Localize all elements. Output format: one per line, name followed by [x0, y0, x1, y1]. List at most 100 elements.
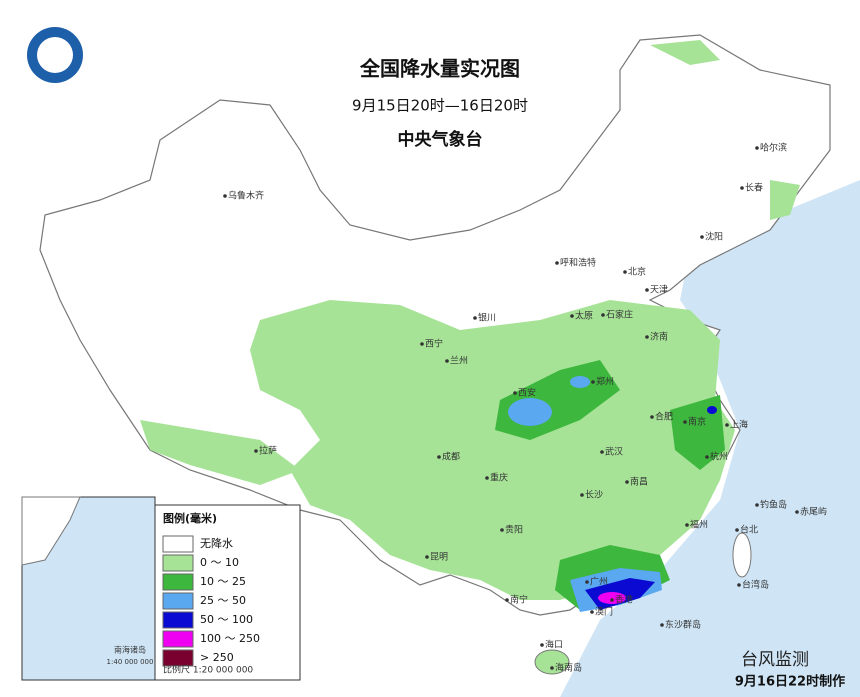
city-dot — [601, 313, 605, 317]
agency: 中央气象台 — [398, 129, 483, 150]
city-label: 上海 — [730, 419, 748, 431]
city-dot — [705, 455, 709, 459]
legend-label: 50 ～ 100 — [200, 613, 253, 626]
city-label: 重庆 — [490, 472, 508, 484]
legend-title: 图例(毫米) — [163, 511, 217, 525]
legend-label: 25 ～ 50 — [200, 594, 246, 607]
city-label: 拉萨 — [259, 445, 277, 457]
city-dot — [700, 235, 704, 239]
city-label: 杭州 — [710, 451, 728, 463]
sea — [560, 180, 860, 697]
legend-label: > 250 — [200, 651, 234, 664]
city-label: 广州 — [590, 576, 608, 588]
city-dot — [505, 598, 509, 602]
city-label: 南京 — [688, 416, 706, 428]
city-label: 郑州 — [596, 376, 614, 388]
city-label: 乌鲁木齐 — [228, 190, 264, 202]
city-label: 钓鱼岛 — [760, 499, 787, 511]
city-label: 澳门 — [595, 606, 613, 618]
city-dot — [755, 146, 759, 150]
city-dot — [580, 493, 584, 497]
city-dot — [425, 555, 429, 559]
city-label: 哈尔滨 — [760, 142, 787, 154]
city-dot — [555, 261, 559, 265]
city-label: 东沙群岛 — [665, 619, 701, 631]
city-dot — [513, 391, 517, 395]
city-dot — [473, 316, 477, 320]
city-label: 台北 — [740, 524, 758, 536]
rain-area — [508, 398, 552, 426]
rain-area — [598, 592, 626, 604]
city-dot — [740, 186, 744, 190]
city-label: 赤尾屿 — [800, 507, 827, 518]
city-dot — [737, 583, 741, 587]
rain-area — [250, 300, 735, 600]
city-label: 济南 — [650, 331, 668, 343]
city-label: 合肥 — [655, 411, 673, 423]
city-dot — [660, 623, 664, 627]
legend-swatch — [162, 630, 194, 648]
city-label: 昆明 — [430, 552, 448, 563]
city-label: 天津 — [650, 285, 668, 296]
city-label: 长沙 — [585, 489, 603, 501]
city-dot — [685, 523, 689, 527]
city-label: 台湾岛 — [742, 579, 769, 591]
city-label: 福州 — [690, 519, 708, 531]
rain-area — [650, 40, 720, 65]
city-dot — [550, 666, 554, 670]
city-dot — [500, 528, 504, 532]
city-dot — [610, 598, 614, 602]
legend-swatch — [162, 573, 194, 591]
city-dot — [437, 455, 441, 459]
city-label: 贵阳 — [505, 524, 523, 536]
legend-label: 100 ～ 250 — [200, 632, 260, 645]
city-label: 成都 — [442, 451, 460, 463]
legend-swatch — [162, 649, 194, 667]
legend-label: 10 ～ 25 — [200, 575, 246, 588]
city-dot — [585, 580, 589, 584]
city-label: 兰州 — [450, 355, 468, 367]
city-label: 西宁 — [425, 338, 443, 350]
taiwan — [732, 532, 752, 578]
legend-swatch — [162, 554, 194, 572]
city-label: 呼和浩特 — [560, 257, 596, 269]
city-label: 长春 — [745, 182, 763, 194]
city-dot — [485, 476, 489, 480]
city-dot — [683, 420, 687, 424]
city-label: 武汉 — [605, 446, 623, 458]
city-dot — [600, 450, 604, 454]
city-dot — [420, 342, 424, 346]
inset-label: 南海诸岛 — [114, 645, 146, 655]
inset-scale: 1:40 000 000 — [107, 658, 154, 666]
city-dot — [445, 359, 449, 363]
city-label: 香港 — [615, 594, 633, 606]
city-label: 海口 — [545, 639, 563, 651]
city-dot — [223, 194, 227, 198]
legend-label: 无降水 — [200, 536, 233, 550]
city-dot — [725, 423, 729, 427]
city-dot — [755, 503, 759, 507]
logo — [37, 37, 73, 73]
city-dot — [590, 610, 594, 614]
city-label: 北京 — [628, 266, 646, 278]
city-label: 石家庄 — [606, 309, 633, 321]
city-dot — [735, 528, 739, 532]
rain-area — [770, 180, 800, 220]
city-label: 银川 — [478, 312, 496, 324]
rain-area — [570, 376, 590, 388]
inset-land — [21, 496, 81, 566]
city-label: 海南岛 — [555, 662, 582, 674]
city-label: 西安 — [518, 387, 536, 399]
rain-area — [707, 406, 717, 414]
city-dot — [795, 510, 799, 514]
legend-swatch — [162, 535, 194, 553]
city-dot — [623, 270, 627, 274]
city-dot — [591, 380, 595, 384]
city-dot — [650, 415, 654, 419]
legend-swatch — [162, 592, 194, 610]
city-label: 太原 — [575, 310, 593, 322]
footer: 9月16日22时制作 — [735, 674, 845, 690]
rain-area — [140, 420, 300, 485]
city-dot — [540, 643, 544, 647]
